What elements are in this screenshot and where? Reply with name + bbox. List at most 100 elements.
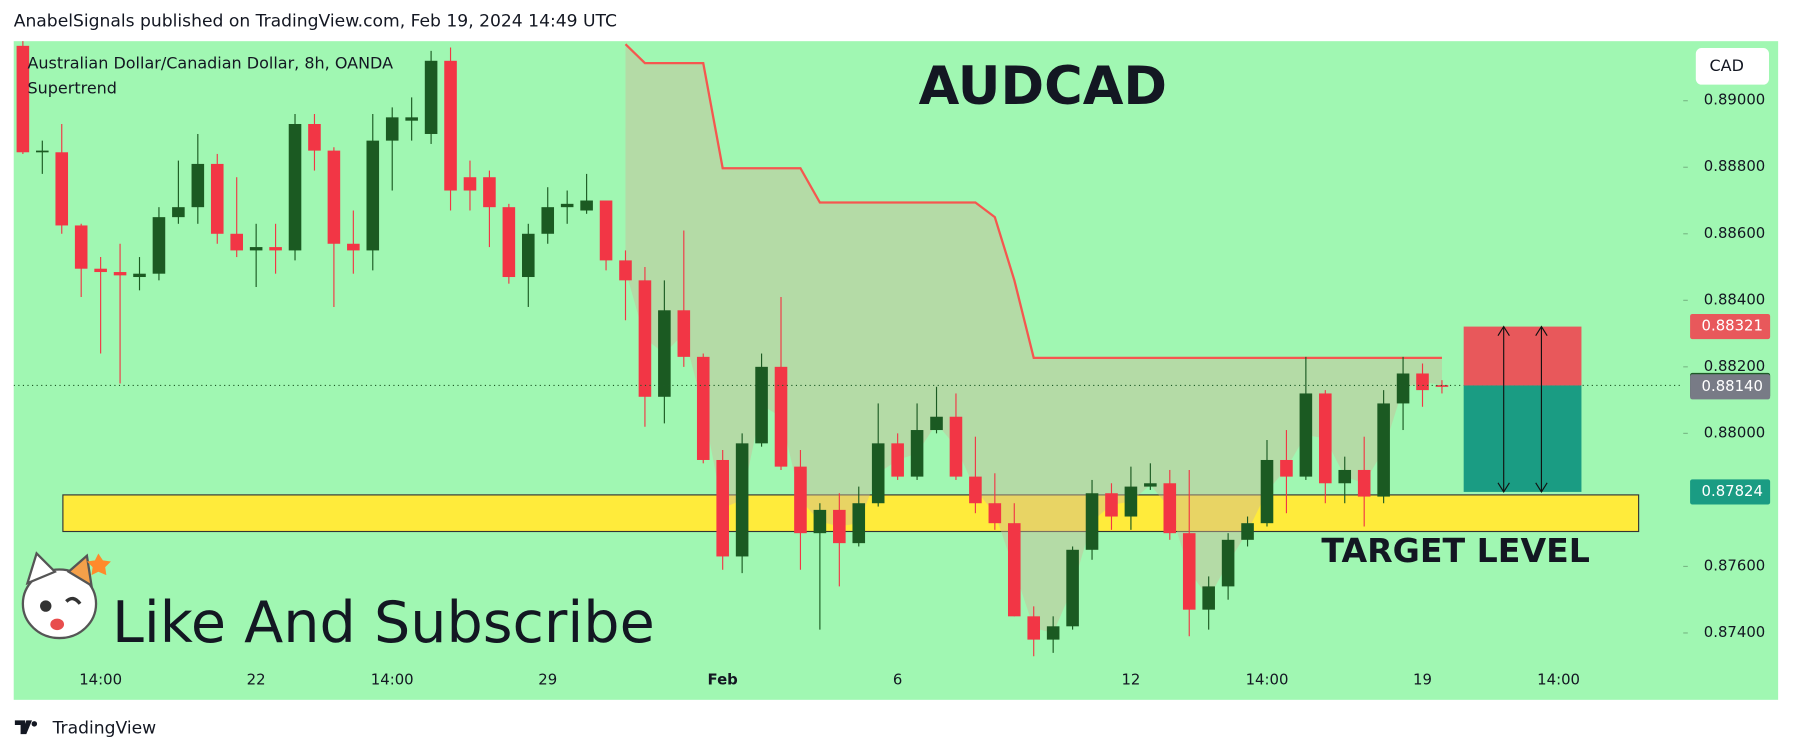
price-label: 0.87824 [1702, 482, 1763, 500]
mascot [21, 551, 111, 640]
candle-body [1416, 373, 1429, 391]
candle-body [619, 260, 632, 281]
x-tick-label: 19 [1413, 670, 1432, 688]
x-tick-label: 14:00 [371, 670, 414, 688]
candle-body [1221, 539, 1235, 587]
annotation-text: Like And Subscribe [112, 590, 655, 656]
candle-body [930, 416, 943, 431]
x-tick-label: 22 [247, 670, 266, 688]
candle-body [755, 366, 768, 444]
y-tick-label: 0.88000 [1704, 423, 1765, 441]
x-tick-label: 14:00 [1537, 670, 1580, 688]
legend-symbol: Australian Dollar/Canadian Dollar, 8h, O… [27, 54, 393, 73]
currency-button[interactable] [1695, 48, 1769, 85]
candle-body [1007, 523, 1021, 617]
candle-body [910, 430, 924, 477]
candle-body [424, 60, 438, 134]
candle-body [1144, 483, 1157, 487]
candle-body [347, 243, 360, 251]
candle-body [813, 509, 827, 534]
candle-body [113, 272, 127, 276]
y-tick-label: 0.87600 [1704, 556, 1765, 574]
candle-body [852, 503, 866, 544]
footer-brand: TradingView [52, 718, 157, 738]
candle-body [191, 163, 205, 208]
candle-body [1085, 493, 1099, 550]
candle-body [172, 207, 185, 218]
chart-title: AUDCAD [919, 56, 1167, 117]
price-label-bg [1690, 374, 1771, 400]
candle-body [1299, 393, 1313, 477]
candle-body [74, 225, 88, 269]
candle-body [94, 268, 107, 273]
x-tick-label: 14:00 [1246, 670, 1289, 688]
candle-body [1357, 469, 1371, 497]
candle-body [658, 310, 671, 397]
candle-body [288, 124, 302, 251]
plot-area [13, 41, 1684, 657]
candle-body [1319, 393, 1332, 484]
y-tick-label: 0.88600 [1704, 224, 1765, 242]
position-target-zone [1463, 385, 1582, 492]
candle-body [1241, 523, 1254, 540]
candle-body [327, 150, 341, 244]
candle-body [522, 233, 535, 278]
y-tick-label: 0.88200 [1704, 357, 1765, 375]
candle-body [988, 503, 1002, 524]
candle-body [696, 356, 710, 460]
publish-header: AnabelSignals published on TradingView.c… [14, 12, 617, 32]
candle-body [1163, 483, 1177, 534]
candle-body [308, 124, 321, 151]
candle-body [152, 217, 166, 274]
candle-body [55, 152, 69, 226]
candle-body [560, 203, 574, 208]
candle-body [444, 60, 457, 191]
candle-body [774, 366, 788, 467]
candle-body [1396, 373, 1410, 404]
candle-body [1046, 626, 1060, 640]
candle-body [833, 509, 846, 544]
x-tick-label: 6 [893, 670, 902, 688]
candle-body [794, 466, 807, 534]
x-tick-label: 29 [538, 670, 557, 688]
candle-body [1260, 459, 1274, 524]
currency-label[interactable]: CAD [1709, 56, 1743, 75]
candle-body [1280, 459, 1293, 477]
candle-body [599, 200, 613, 261]
footer-logo [14, 720, 38, 735]
candle-body [1105, 493, 1118, 517]
candle-body [1338, 469, 1352, 484]
candle-body [405, 117, 418, 121]
position-arrow-head [1497, 325, 1510, 493]
candle-body [1027, 616, 1041, 640]
candle-body [891, 443, 904, 477]
y-tick-label: 0.87400 [1704, 623, 1765, 641]
price-label: 0.88140 [1702, 377, 1763, 395]
candle-body [385, 117, 399, 141]
target-zone-label: TARGET LEVEL [1321, 531, 1589, 570]
candle-body [230, 233, 243, 251]
y-tick-label: 0.89000 [1704, 91, 1765, 109]
y-tick-label: 0.88400 [1704, 290, 1765, 308]
candle-body [133, 273, 146, 278]
x-tick-label: 12 [1121, 670, 1140, 688]
candle-body [366, 140, 380, 251]
price-label-bg [1690, 314, 1771, 340]
candle-body [541, 207, 555, 234]
candle-body [210, 163, 224, 234]
x-tick-label: Feb [708, 670, 738, 688]
candle-body [502, 207, 516, 278]
y-tick-label: 0.88800 [1704, 157, 1765, 175]
candle-body [1182, 533, 1196, 610]
candle-body [638, 280, 652, 397]
candle-body [677, 310, 691, 357]
position-stop-zone [1463, 326, 1582, 386]
price-label: 0.88321 [1702, 317, 1763, 335]
candle-body [483, 177, 496, 208]
price-label-bg [1690, 479, 1771, 505]
candle-body [871, 443, 885, 504]
candle-body [16, 45, 30, 153]
position-arrow-head [1535, 325, 1548, 493]
